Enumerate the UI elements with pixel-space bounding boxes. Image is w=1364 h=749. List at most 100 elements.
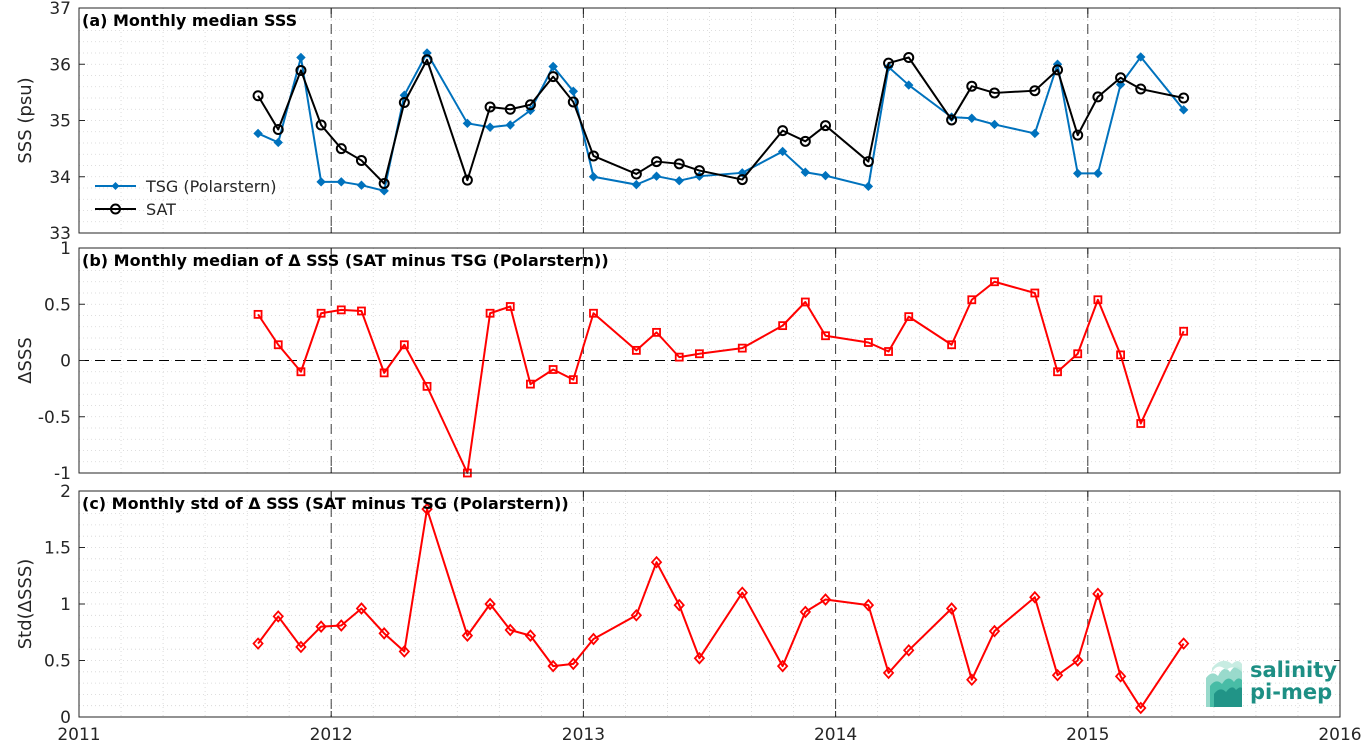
data-point (693, 651, 706, 665)
data-point (776, 659, 789, 673)
data-point (335, 619, 347, 632)
x-tick-label: 2013 (562, 725, 605, 745)
data-point (1092, 91, 1104, 103)
data-point (990, 277, 999, 287)
data-point (378, 627, 390, 640)
x-tick-label: 2011 (57, 725, 100, 745)
y-tick-label: 0 (60, 708, 71, 728)
data-point (1052, 64, 1064, 76)
data-point (862, 156, 874, 168)
logo-wave-icon (1212, 660, 1242, 672)
data-point (903, 643, 915, 657)
data-point (820, 170, 831, 181)
data-point (883, 57, 895, 69)
data-point (336, 305, 346, 315)
panel-a: 33 34 35 36 37 (a) Monthly median SSS SSS (psu… (15, 0, 1341, 244)
data-point (547, 71, 559, 83)
panel-title: (c) Monthly std of Δ SSS (SAT minus TSG … (82, 494, 569, 513)
data-point (1178, 92, 1190, 104)
series-0 (252, 502, 1190, 715)
data-point (398, 645, 411, 658)
panel-title: (b) Monthly median of Δ SSS (SAT minus T… (82, 251, 609, 270)
data-point (1072, 129, 1084, 141)
data-point (315, 119, 327, 131)
data-point (336, 177, 346, 187)
x-tick-label: 2012 (310, 725, 353, 745)
legend-marker (110, 203, 121, 215)
series-line (257, 280, 1185, 474)
series-1 (252, 52, 1190, 189)
logo-text-pi-mep: pi-mep (1250, 680, 1332, 704)
data-point (799, 135, 811, 147)
data-point (1115, 72, 1127, 84)
data-point (1177, 637, 1190, 650)
data-point (819, 593, 832, 606)
y-tick-label: 34 (49, 168, 71, 188)
data-point (821, 331, 830, 341)
data-point (526, 379, 535, 389)
data-point (1030, 128, 1040, 139)
data-point (651, 156, 663, 168)
year-lines (330, 8, 1089, 233)
data-point (504, 623, 516, 637)
data-point (989, 119, 1000, 130)
data-point (484, 101, 496, 113)
data-point (252, 90, 264, 102)
y-tick-label: 1 (60, 595, 71, 615)
panel-b: -1 -0.5 0 0.5 1 (b) Monthly median of Δ SSS (… (15, 239, 1341, 484)
data-point (357, 306, 366, 316)
data-point (273, 137, 283, 148)
data-point (863, 338, 873, 347)
data-point (1073, 349, 1083, 359)
y-tick-label: 35 (49, 112, 71, 132)
data-point (904, 80, 914, 90)
legend: TSG (Polarstern) SAT (95, 177, 276, 219)
data-point (1029, 590, 1041, 604)
x-tick-label: 2016 (1318, 725, 1361, 745)
data-point (673, 598, 685, 612)
data-point (1053, 367, 1062, 377)
legend-label: TSG (Polarstern) (145, 177, 276, 196)
data-point (296, 52, 306, 63)
year-lines (330, 491, 1089, 717)
data-point (378, 178, 390, 189)
data-point (884, 347, 893, 356)
data-point (568, 86, 579, 96)
data-point (484, 597, 496, 611)
data-point (355, 602, 368, 615)
y-tick-label: 0.5 (44, 295, 71, 315)
data-point (695, 349, 704, 359)
data-point (253, 128, 263, 139)
data-point (1135, 83, 1147, 95)
data-point (966, 80, 978, 92)
data-point (379, 186, 389, 196)
data-point (1093, 295, 1103, 305)
data-point (504, 103, 516, 115)
data-point (630, 168, 642, 180)
data-point (316, 308, 326, 318)
data-point (1093, 168, 1103, 179)
series-line (257, 508, 1185, 709)
data-point (630, 608, 643, 622)
logo-text-salinity: salinity (1250, 658, 1337, 682)
data-point (505, 302, 515, 311)
data-point (379, 368, 389, 378)
data-point (1071, 654, 1084, 667)
data-point (1136, 419, 1146, 428)
x-tick-label: 2015 (1066, 725, 1109, 745)
y-axis-label: SSS (psu) (15, 77, 36, 163)
data-point (862, 598, 875, 612)
logo-wave-icon (1214, 687, 1242, 707)
data-point (422, 381, 432, 391)
data-point (461, 629, 474, 642)
data-point (587, 632, 600, 646)
data-point (505, 120, 515, 130)
data-point (588, 172, 599, 182)
data-point (567, 657, 580, 671)
minor-grid (79, 8, 1340, 233)
data-point (421, 54, 433, 66)
panel-c: 0 0.5 1 1.5 2 2011 2012 2013 2014 2015 2016 (c) Mon… (15, 482, 1362, 745)
data-point (673, 158, 685, 170)
y-axis-label: ΔSSS (15, 337, 36, 384)
